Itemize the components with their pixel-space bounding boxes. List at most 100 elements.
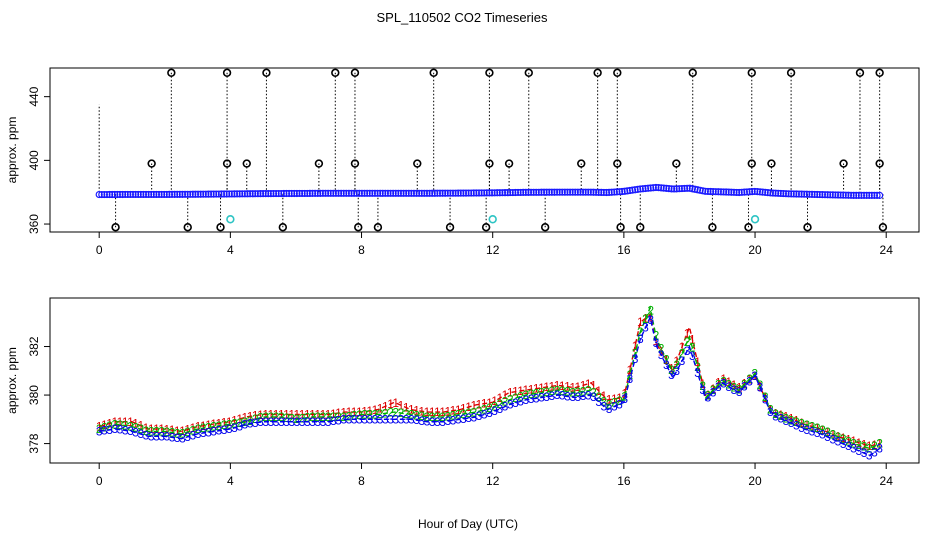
series-3-marker-132: 3 (783, 414, 790, 428)
series-3-marker-117: 3 (705, 391, 712, 405)
series-3-marker-19: 3 (195, 427, 202, 441)
ambient-point-212 (647, 184, 655, 192)
ambient-point-25 (160, 190, 168, 199)
series-3-marker-128: 3 (762, 393, 769, 407)
ambient-point-101 (358, 189, 366, 197)
series-3-marker-131: 3 (777, 412, 784, 426)
ambient-point-150 (485, 189, 494, 197)
series-2-marker-6: 2 (127, 419, 134, 433)
series-2-marker-66: 2 (439, 410, 446, 424)
series-3-marker-145: 3 (850, 442, 857, 456)
series-3-marker-116: 3 (699, 383, 706, 397)
ambient-point-72 (282, 189, 291, 198)
series-3-marker-118: 3 (710, 385, 717, 399)
series-3-marker-96: 3 (595, 395, 602, 409)
series-1-marker-120: 1 (720, 372, 727, 386)
series-2-marker-132: 2 (783, 412, 790, 426)
series-1-marker-13: 1 (163, 422, 170, 436)
series-2-marker-98: 2 (606, 397, 613, 411)
ambient-point-118 (402, 189, 410, 197)
ambient-point-187 (582, 188, 590, 196)
ambient-point-247 (738, 188, 746, 196)
ambient-point-10 (121, 190, 129, 199)
ambient-point-276 (813, 190, 821, 199)
series-3-marker-16: 3 (179, 431, 186, 445)
series-3-marker-49: 3 (351, 412, 358, 426)
series-3-marker-1: 3 (101, 424, 108, 438)
ambient-point-110 (381, 189, 389, 197)
series-2-marker-16: 2 (179, 427, 186, 441)
calibration_high-point-4 (350, 68, 360, 77)
series-2-marker-79: 2 (507, 393, 514, 407)
calibration_low-point-11 (708, 223, 717, 232)
ambient-point-223 (675, 185, 683, 193)
series-2-marker-116: 2 (699, 379, 706, 393)
y-tick-label-0-1: 400 (27, 150, 41, 170)
series-3-marker-146: 3 (855, 444, 862, 458)
ambient-point-29 (171, 190, 179, 198)
y-axis-label-1: approx. ppm (5, 347, 19, 414)
calibration_high-point-14 (875, 68, 884, 77)
calibration_mid-point-14 (875, 159, 884, 168)
series-3-marker-38: 3 (294, 415, 301, 429)
ambient-point-45 (212, 190, 220, 198)
series-3-marker-80: 3 (512, 396, 519, 410)
ambient-point-155 (498, 189, 507, 197)
series-2-marker-118: 2 (710, 383, 717, 397)
ambient-point-139 (457, 189, 465, 197)
series-3-marker-102: 3 (627, 372, 634, 386)
series-3-marker-87: 3 (549, 389, 556, 403)
series-3-marker-45: 3 (330, 414, 337, 428)
ambient-point-113 (389, 189, 397, 197)
series-1-marker-45: 1 (330, 407, 337, 421)
ambient-point-18 (142, 190, 150, 199)
ambient-point-38 (194, 190, 202, 198)
series-2-marker-123: 2 (736, 383, 743, 397)
series-2-marker-144: 2 (845, 434, 852, 448)
ambient-point-4 (105, 190, 114, 199)
calibration_mid-point-2 (242, 159, 251, 168)
ambient-point-20 (147, 190, 155, 199)
series-3-marker-108: 3 (658, 348, 665, 362)
ambient-point-87 (321, 189, 330, 197)
ambient-point-287 (842, 191, 850, 199)
series-1-marker-86: 1 (543, 380, 550, 394)
ambient-point-104 (366, 189, 374, 197)
series-1-marker-51: 1 (361, 405, 368, 419)
series-3-marker-114: 3 (689, 349, 696, 363)
series-1-marker-77: 1 (496, 391, 503, 405)
ambient-point-184 (574, 188, 582, 196)
series-2-marker-13: 2 (163, 425, 170, 439)
series-1-marker-1: 1 (101, 418, 108, 432)
series-2-marker-56: 2 (387, 406, 394, 420)
series-1-marker-108: 1 (658, 344, 665, 358)
series-2-marker-105: 2 (642, 312, 649, 326)
ambient-point-23 (155, 190, 163, 199)
series-1-marker-144: 1 (845, 433, 852, 447)
ambient-point-211 (644, 184, 652, 192)
ambient-point-89 (327, 189, 335, 197)
calibration_low-point-9 (616, 223, 625, 232)
series-2-marker-46: 2 (335, 410, 342, 424)
ambient-point-168 (532, 188, 540, 196)
series-1-marker-6: 1 (127, 415, 134, 429)
series-1-marker-0: 1 (96, 420, 103, 434)
ambient-point-250 (745, 188, 754, 196)
series-3-marker-12: 3 (158, 429, 165, 443)
calibration_low-point-6 (445, 223, 455, 232)
ambient-point-159 (509, 188, 517, 197)
series-2-marker-143: 2 (840, 432, 847, 446)
series-3-marker-90: 3 (564, 389, 571, 403)
ambient-point-26 (163, 190, 171, 199)
calibration_high-point-10 (688, 68, 697, 77)
y-tick-label-1-1: 380 (27, 385, 41, 405)
series-2-marker-120: 2 (720, 374, 727, 388)
ambient-point-244 (730, 188, 738, 196)
ambient-point-158 (506, 188, 514, 197)
reference-point-0 (226, 215, 235, 224)
series-1-marker-135: 1 (798, 416, 805, 430)
series-2-marker-63: 2 (424, 410, 431, 424)
series-2-marker-133: 2 (788, 413, 795, 427)
ambient-point-67 (269, 189, 278, 198)
ambient-point-102 (360, 189, 369, 197)
